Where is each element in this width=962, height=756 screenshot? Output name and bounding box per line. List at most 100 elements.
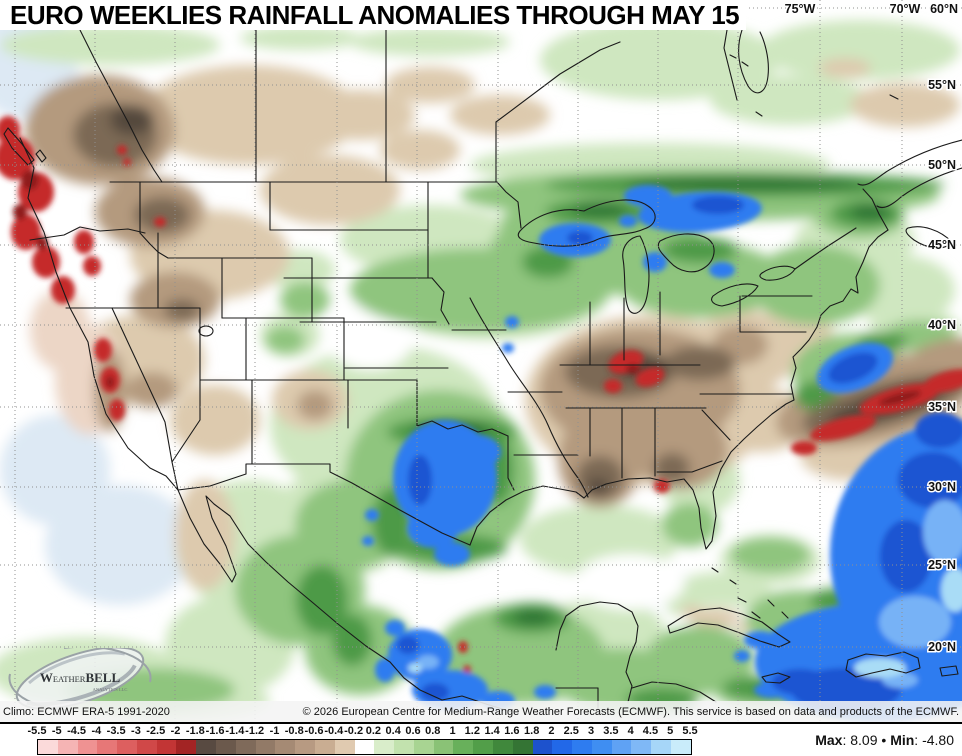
min-value: -4.80 [922,732,954,748]
colorbar-cell [176,740,197,754]
colorbar-tick: 1.8 [524,725,540,737]
colorbar-cell [374,740,395,754]
colorbar-cell [572,740,592,754]
colorbar-tick: -4.5 [67,725,87,737]
colorbar-cell [532,740,553,754]
colorbar-tick: 1 [449,725,456,737]
lat-label-40n: 40°N [928,318,956,332]
colorbar-tick: -0.4 [324,725,344,737]
colorbar-tick: -1.4 [225,725,245,737]
max-label: Max [815,732,843,748]
colorbar-cell [433,740,454,754]
attribution-strip: Climo: ECMWF ERA-5 1991-2020 © 2026 Euro… [0,701,962,722]
graticule-grid [0,0,962,722]
colorbar-cell [77,740,98,754]
colorbar-tick: 0.2 [365,725,382,737]
colorbar-tick: 0.4 [385,725,401,737]
colorbar-cell [354,740,375,754]
lat-label-35n: 35°N [928,400,956,414]
colorbar-cell [97,740,118,754]
colorbar-cell [314,740,335,754]
colorbar-cells [37,739,692,755]
colorbar-tick: -2.5 [146,725,166,737]
colorbar-tick: 1.6 [504,725,520,737]
colorbar-tick: -2 [170,725,181,737]
colorbar-cell [394,740,414,754]
colorbar-ticks: -5.5 -5 -4.5 -4 -3.5 -3 -2.5 -2 -1.8 -1.6 -1.4 -1.2… [28,725,698,739]
colorbar-tick: -1.8 [185,725,205,737]
colorbar-cell [334,740,355,754]
lat-label-30n: 30°N [928,480,956,494]
lon-label-70w: 70°W [890,2,921,16]
colorbar-tick: 2 [548,725,555,737]
colorbar-cell [295,740,315,754]
colorbar-tick: 2.5 [563,725,579,737]
colorbar-cell [235,740,256,754]
colorbar-cell [57,740,78,754]
anomaly-extremes [0,116,962,722]
colorbar-tick: -0.8 [284,725,304,737]
colorbar-cell [591,740,612,754]
colorbar-tick: -3 [131,725,141,737]
colorbar-tick: 4.5 [642,725,659,737]
colorbar-cell [512,740,533,754]
colorbar-tick: 5 [667,725,674,737]
max-value: 8.09 [850,732,878,748]
colorbar-cell [552,740,573,754]
corner-label-60n: 60°N [930,2,958,16]
graticule-labels: 75°W 70°W 60°N 55°N 50°N 45°N 40°N 35°N … [783,1,959,656]
lat-label-55n: 55°N [928,78,956,92]
climo-note: Climo: ECMWF ERA-5 1991-2020 [3,705,170,718]
lat-label-45n: 45°N [928,238,956,252]
colorbar-tick: 1.2 [464,725,480,737]
colorbar-cell [216,740,236,754]
max-min-readout: Max: 8.09 • Min: -4.80 [815,732,954,748]
colorbar-tick: -5.5 [27,725,47,737]
colorbar-cell [631,740,652,754]
colorbar-tick: -3.5 [106,725,126,737]
colorbar-tick: -4 [91,725,102,737]
colorbar-tick: 0.6 [405,725,421,737]
lat-label-25n: 25°N [928,558,956,572]
colorbar-tick: 3.5 [603,725,619,737]
colorbar-cell [473,740,493,754]
borders-layer [3,29,962,713]
min-label: Min [890,732,915,748]
colorbar-cell [651,740,671,754]
colorbar-cell [453,740,474,754]
colorbar-cell [38,740,58,754]
colorbar-tick: 3 [587,725,595,737]
title-bar: EURO WEEKLIES RAINFALL ANOMALIES THROUGH… [0,0,746,30]
colorbar-cell [117,740,137,754]
colorbar-cell [156,740,177,754]
colorbar-cell [492,740,513,754]
copyright-note: © 2026 European Centre for Medium-Range … [302,705,959,718]
page-title: EURO WEEKLIES RAINFALL ANOMALIES THROUGH… [10,0,740,30]
logo-wordmark: WEATHERBELL [40,670,121,685]
colorbar-zone: -5.5 -5 -4.5 -4 -3.5 -3 -2.5 -2 -1.8 -1.6 -1.4 -1.2… [0,724,962,756]
bullet-separator: • [881,732,887,748]
colorbar-cell [413,740,434,754]
colorbar-tick: 5.5 [682,725,698,737]
colorbar-cell [136,740,157,754]
lat-label-20n: 20°N [928,640,956,654]
divider-rule [0,722,962,724]
colorbar: -5.5 -5 -4.5 -4 -3.5 -3 -2.5 -2 -1.8 -1.6 -1.4 -1.2… [28,725,698,755]
colorbar-cell [671,740,691,754]
colorbar-tick: -0.2 [344,725,364,737]
colorbar-tick: 0.8 [425,725,441,737]
colorbar-cell [611,740,632,754]
colorbar-cell [196,740,217,754]
colorbar-cell [275,740,296,754]
rainfall-anomaly-map: 75°W 70°W 60°N 55°N 50°N 45°N 40°N 35°N … [0,0,962,722]
colorbar-cell [255,740,276,754]
colorbar-tick: -5 [51,725,62,737]
colorbar-tick: 1.4 [484,725,500,737]
colorbar-tick: -1.2 [245,725,265,737]
lon-label-75w: 75°W [785,2,816,16]
colorbar-tick: -1 [269,725,280,737]
colorbar-tick: -0.6 [304,725,324,737]
lat-label-50n: 50°N [928,158,956,172]
logo-subtitle: ANALYTICS LLC [93,687,128,692]
